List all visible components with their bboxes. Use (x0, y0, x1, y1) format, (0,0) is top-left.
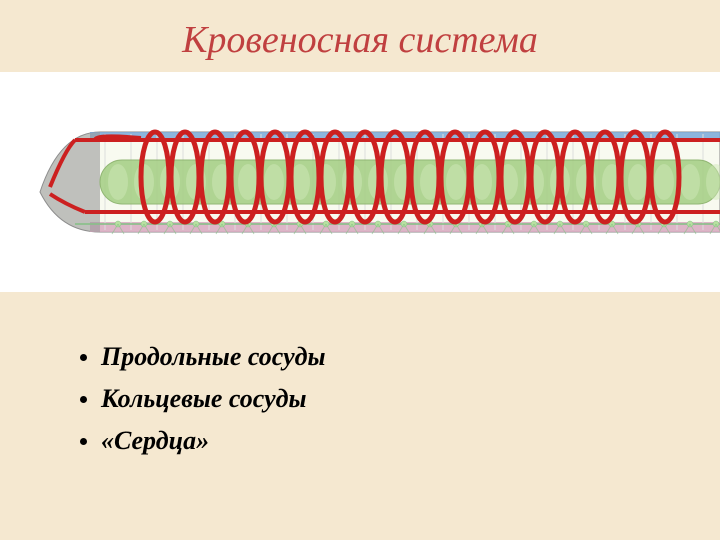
bullet-list: Продольные сосуды Кольцевые сосуды «Серд… (80, 342, 720, 456)
worm-svg (0, 72, 720, 292)
bullet-icon (80, 354, 87, 361)
page-title: Кровеносная система (0, 0, 720, 62)
worm-diagram (0, 72, 720, 292)
bullet-label: Продольные сосуды (101, 342, 326, 372)
list-item: Кольцевые сосуды (80, 384, 720, 414)
bullet-label: Кольцевые сосуды (101, 384, 307, 414)
bullet-icon (80, 396, 87, 403)
list-item: Продольные сосуды (80, 342, 720, 372)
bullet-icon (80, 438, 87, 445)
list-item: «Сердца» (80, 426, 720, 456)
bullet-label: «Сердца» (101, 426, 209, 456)
